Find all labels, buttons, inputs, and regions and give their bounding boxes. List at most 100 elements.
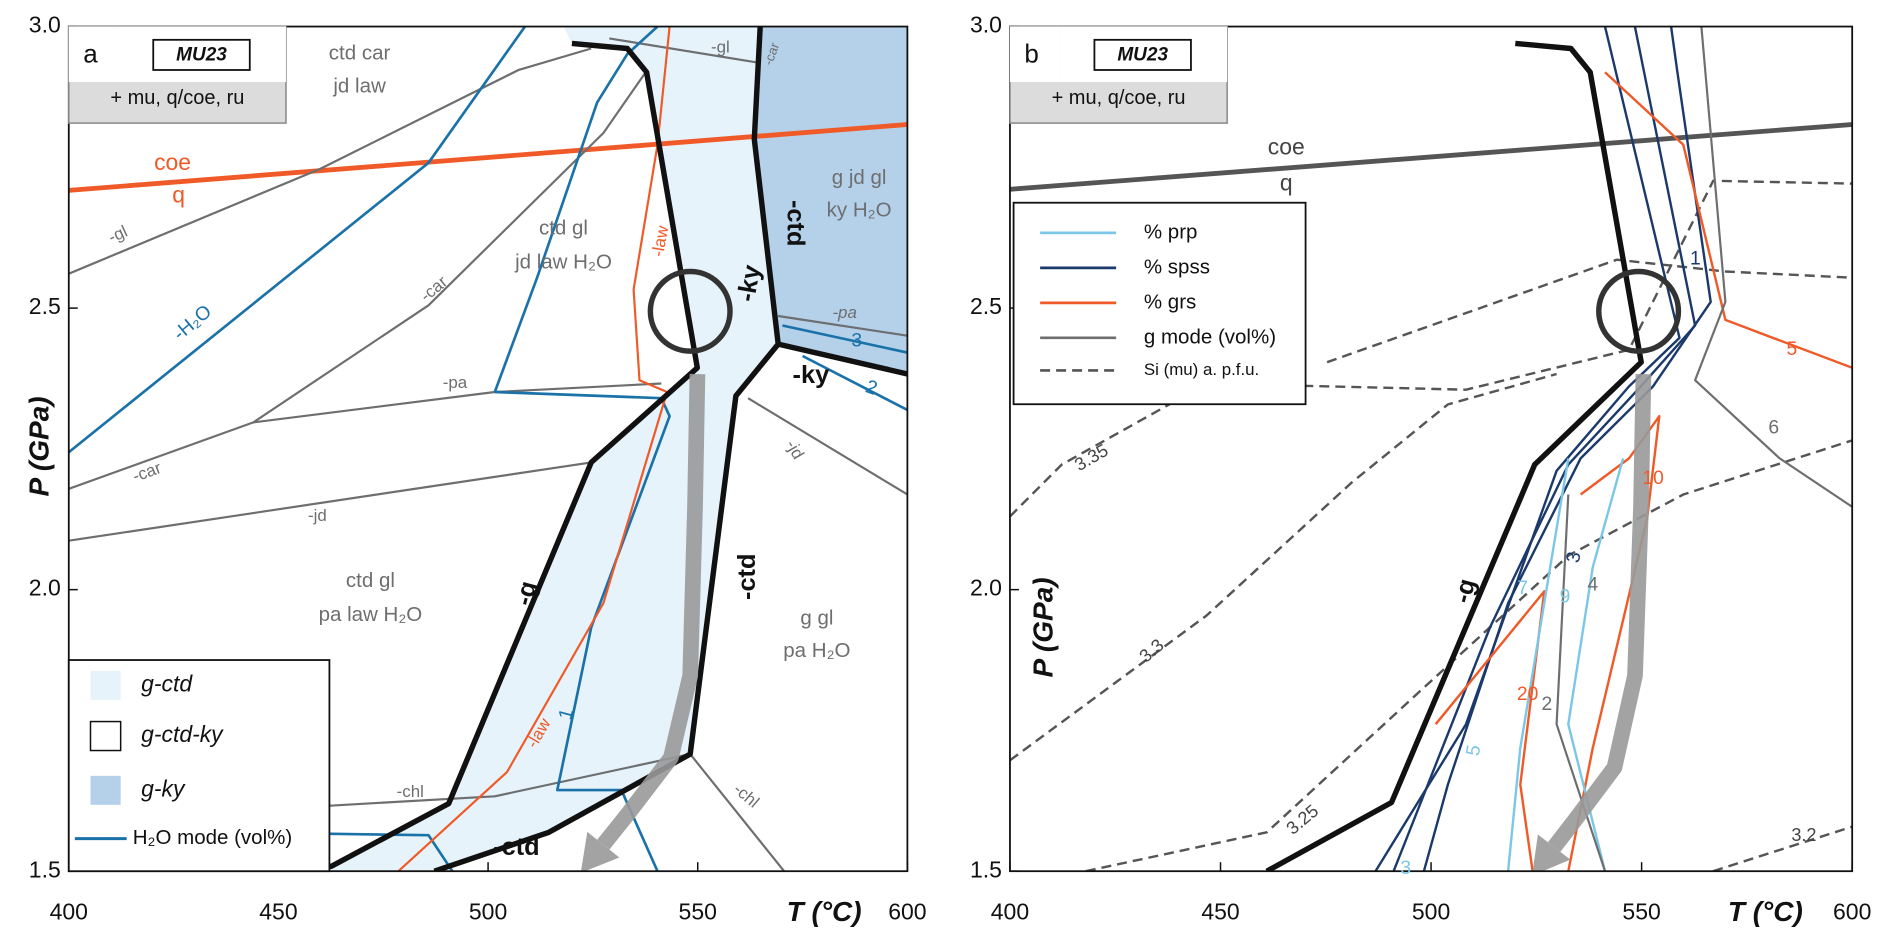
- field-label: -car: [416, 272, 451, 305]
- y-tick-label: 3.0: [29, 12, 61, 38]
- phase-boundary: [777, 341, 908, 377]
- field-label: -jd: [308, 506, 327, 525]
- field-label: -pa: [443, 373, 468, 392]
- legend-swatch: [90, 670, 121, 700]
- highlight-circle: [647, 268, 733, 354]
- field-label: 9: [1560, 586, 1571, 607]
- legend-label: g-ctd: [141, 670, 193, 696]
- phase-boundary: [1506, 458, 1570, 872]
- field-label: -chl: [397, 782, 424, 801]
- field-label: q: [1280, 170, 1293, 196]
- phase-boundary: [68, 47, 592, 275]
- field-label: -jd: [782, 437, 808, 463]
- field-label: -g: [509, 578, 542, 608]
- legend: g-ctd g-ctd-ky g-ky H₂O mode (vol%): [67, 659, 331, 873]
- pt-path-arrowhead: [580, 831, 620, 872]
- field-label: pa H₂O: [783, 639, 850, 662]
- field-label: -gl: [711, 38, 730, 57]
- field-label: ctd gl: [346, 569, 395, 592]
- panel-letter-box: [68, 26, 120, 83]
- field-label: ky H₂O: [827, 199, 892, 222]
- phase-boundary: [609, 37, 758, 64]
- panel: 400 450 500 550 600 1.5 2.0 2.5 3.0 T (°C) P (GPa)…: [970, 12, 1871, 927]
- field-label: 10: [1642, 468, 1663, 489]
- phase-field: [311, 26, 779, 872]
- y-tick-label: 1.5: [29, 856, 61, 882]
- y-axis-label: P (GPa): [23, 396, 54, 496]
- field-label: -gl: [105, 222, 130, 247]
- field-label: 20: [1517, 684, 1538, 705]
- legend-label: g-ctd-ky: [141, 721, 224, 747]
- field-label: q: [172, 182, 185, 208]
- field-label: 5: [1786, 339, 1797, 360]
- x-tick-label: 500: [1412, 898, 1450, 924]
- field-label: -law: [648, 223, 672, 258]
- phase-boundary: [1326, 258, 1853, 364]
- phase-boundary: [1265, 40, 1644, 872]
- y-tick-label: 2.5: [970, 293, 1002, 319]
- y-tick-label: 3.0: [970, 12, 1002, 38]
- x-tick-label: 550: [679, 898, 717, 924]
- phase-boundary: [68, 26, 527, 454]
- field-label: -car: [130, 458, 164, 486]
- x-tick-label: 450: [259, 898, 297, 924]
- x-axis-label: T (°C): [787, 896, 862, 927]
- sample-box: [152, 38, 251, 71]
- x-tick-label: 400: [50, 898, 88, 924]
- phase-boundary: [1422, 26, 1712, 872]
- panel-letter-box: [1009, 26, 1061, 83]
- field-label: -ctd: [781, 200, 809, 246]
- panel-label: b: [1024, 38, 1038, 68]
- y-tick-label: 2.5: [29, 293, 61, 319]
- x-axis-label: T (°C): [1728, 896, 1803, 927]
- sample-name: MU23: [176, 45, 227, 66]
- x-tick-label: 600: [1833, 898, 1871, 924]
- field-label: -ctd: [733, 554, 761, 600]
- phase-boundary: [1009, 372, 1557, 762]
- plot-area: [1009, 26, 1853, 872]
- field-label: -ctd: [493, 833, 539, 861]
- phase-boundary: [1712, 825, 1853, 872]
- phase-boundary: [310, 40, 701, 872]
- field-label: 3.35: [1071, 440, 1111, 475]
- field-label: coe: [1268, 133, 1305, 159]
- field-label: g jd gl: [832, 166, 887, 189]
- assemblage: + mu, q/coe, ru: [1052, 87, 1186, 109]
- x-tick-label: 500: [469, 898, 507, 924]
- legend-label: % prp: [1144, 220, 1198, 243]
- legend-label: H₂O mode (vol%): [133, 826, 292, 849]
- field-label: 3.25: [1282, 801, 1322, 839]
- legend: % prp % spss % grs g mode (vol%) Si (mu) a. …: [1012, 201, 1307, 406]
- field-label: coe: [154, 149, 191, 175]
- legend-swatch: [90, 775, 121, 805]
- phase-field: [754, 26, 908, 374]
- field-label: 3: [1400, 858, 1411, 879]
- y-tick-label: 2.0: [970, 575, 1002, 601]
- phase-boundary: [325, 753, 785, 872]
- phase-boundary: [782, 324, 908, 354]
- legend-swatch: [89, 720, 122, 752]
- field-label: -pa: [832, 303, 856, 322]
- phase-boundary: [778, 314, 908, 337]
- phase-boundary: [68, 122, 908, 193]
- sample-name: MU23: [1117, 45, 1168, 66]
- phase-boundary: [747, 397, 908, 496]
- y-axis-label: P (GPa): [1027, 577, 1058, 677]
- y-tick-label: 1.5: [970, 856, 1002, 882]
- pt-path-arrow: [1547, 373, 1652, 852]
- field-label: jd law H₂O: [514, 250, 612, 273]
- legend-label: % grs: [1144, 290, 1196, 313]
- phase-boundary: [1009, 122, 1853, 192]
- field-label: -ky: [793, 361, 830, 389]
- field-label: 3: [851, 331, 862, 352]
- field-label: 3: [1563, 550, 1586, 564]
- phase-boundary: [1009, 179, 1853, 518]
- y-tick-label: 2.0: [29, 575, 61, 601]
- sample-box: [1093, 38, 1192, 71]
- phase-boundary: [433, 26, 781, 872]
- phase-boundary: [801, 354, 908, 412]
- phase-boundary: [1555, 494, 1607, 872]
- assemblage: + mu, q/coe, ru: [110, 87, 244, 109]
- field-label: 7: [1517, 578, 1528, 599]
- phase-boundary: [1434, 590, 1546, 872]
